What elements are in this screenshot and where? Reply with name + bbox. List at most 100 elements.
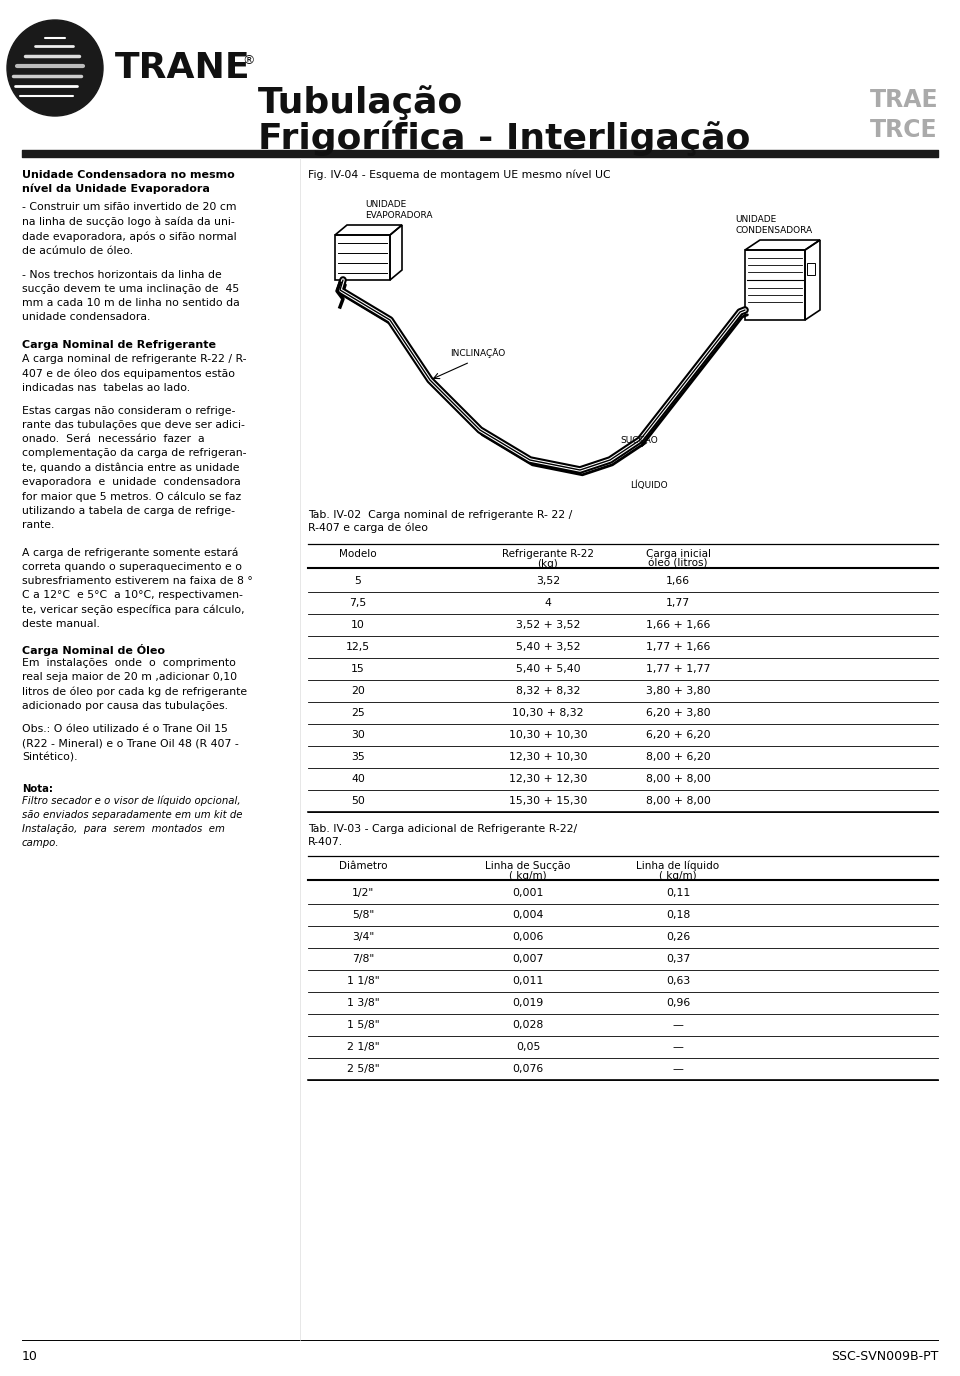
Text: 0,001: 0,001 [513,888,543,899]
Text: Carga Nominal de Refrigerante: Carga Nominal de Refrigerante [22,340,216,350]
Text: 1 5/8": 1 5/8" [347,1020,379,1031]
Text: 10,30 + 8,32: 10,30 + 8,32 [513,709,584,718]
Text: 40: 40 [351,773,365,784]
Text: 8,00 + 8,00: 8,00 + 8,00 [645,795,710,806]
Text: - Construir um sifão invertido de 20 cm
na linha de sucção logo à saída da uni-
: - Construir um sifão invertido de 20 cm … [22,202,236,256]
Text: 0,011: 0,011 [513,976,543,987]
Text: Tubulação: Tubulação [258,85,464,120]
Text: LÍQUIDO: LÍQUIDO [630,480,667,490]
Text: Tab. IV-03 - Carga adicional de Refrigerante R-22/
R-407.: Tab. IV-03 - Carga adicional de Refriger… [308,824,577,846]
Text: 12,30 + 12,30: 12,30 + 12,30 [509,773,588,784]
Text: 0,076: 0,076 [513,1064,543,1075]
Text: 6,20 + 6,20: 6,20 + 6,20 [646,731,710,740]
Text: 25: 25 [351,709,365,718]
Text: 15: 15 [351,665,365,674]
Text: 4: 4 [544,599,551,608]
Text: TRANE: TRANE [115,51,251,85]
Text: 8,32 + 8,32: 8,32 + 8,32 [516,687,580,696]
Text: Estas cargas não consideram o refrige-
rante das tubulações que deve ser adici-
: Estas cargas não consideram o refrige- r… [22,406,247,530]
Text: 1 3/8": 1 3/8" [347,998,379,1009]
Text: Obs.: O óleo utilizado é o Trane Oil 15
(R22 - Mineral) e o Trane Oil 48 (R 407 : Obs.: O óleo utilizado é o Trane Oil 15 … [22,724,239,762]
Text: Refrigerante R-22: Refrigerante R-22 [502,549,594,559]
Text: A carga de refrigerante somente estará
correta quando o superaquecimento e o
sub: A carga de refrigerante somente estará c… [22,548,252,629]
Text: 50: 50 [351,795,365,806]
Text: Filtro secador e o visor de líquido opcional,
são enviados separadamente em um k: Filtro secador e o visor de líquido opci… [22,795,243,849]
Text: 1,77 + 1,77: 1,77 + 1,77 [646,665,710,674]
Text: UNIDADE
CONDENSADORA: UNIDADE CONDENSADORA [735,215,812,235]
Text: 0,028: 0,028 [513,1020,543,1031]
Text: 5,40 + 5,40: 5,40 + 5,40 [516,665,580,674]
Text: 7,5: 7,5 [349,599,367,608]
Text: 8,00 + 8,00: 8,00 + 8,00 [645,773,710,784]
Text: 15,30 + 15,30: 15,30 + 15,30 [509,795,588,806]
Text: 0,006: 0,006 [513,932,543,943]
Text: 6,20 + 3,80: 6,20 + 3,80 [646,709,710,718]
Text: 8,00 + 6,20: 8,00 + 6,20 [646,753,710,762]
Text: Diâmetro: Diâmetro [339,861,387,871]
Text: 0,05: 0,05 [516,1042,540,1053]
Text: ( kg/m): ( kg/m) [509,871,547,881]
Text: 0,37: 0,37 [666,954,690,965]
Text: ( kg/m): ( kg/m) [660,871,697,881]
Text: 0,11: 0,11 [666,888,690,899]
Text: 3,52: 3,52 [536,577,560,586]
Text: 30: 30 [351,731,365,740]
Text: 0,96: 0,96 [666,998,690,1009]
Text: 1,77 + 1,66: 1,77 + 1,66 [646,643,710,652]
Text: 2 1/8": 2 1/8" [347,1042,379,1053]
Text: Linha de Sucção: Linha de Sucção [486,861,570,871]
Text: (kg): (kg) [538,559,559,570]
Text: 35: 35 [351,753,365,762]
Text: Carga inicial: Carga inicial [645,549,710,559]
Text: UNIDADE
EVAPORADORA: UNIDADE EVAPORADORA [365,200,433,220]
Text: SSC-SVN009B-PT: SSC-SVN009B-PT [830,1350,938,1362]
Text: 10,30 + 10,30: 10,30 + 10,30 [509,731,588,740]
Circle shape [7,21,103,116]
Text: 3,52 + 3,52: 3,52 + 3,52 [516,621,580,630]
Text: 1 1/8": 1 1/8" [347,976,379,987]
Text: Linha de líquido: Linha de líquido [636,861,720,871]
Text: 3/4": 3/4" [352,932,374,943]
Text: 5,40 + 3,52: 5,40 + 3,52 [516,643,580,652]
Text: —: — [673,1020,684,1031]
Text: 10: 10 [22,1350,37,1362]
Text: 5: 5 [354,577,361,586]
Text: 7/8": 7/8" [352,954,374,965]
Text: Modelo: Modelo [339,549,377,559]
Text: 0,007: 0,007 [513,954,543,965]
Text: INCLINAÇÃO: INCLINAÇÃO [450,348,505,358]
Text: 1,66: 1,66 [666,577,690,586]
Text: A carga nominal de refrigerante R-22 / R-
407 e de óleo dos equipamentos estão
i: A carga nominal de refrigerante R-22 / R… [22,354,247,392]
Bar [807,263,815,275]
Text: 0,26: 0,26 [666,932,690,943]
Text: TRAE: TRAE [870,88,938,111]
Text: - Nos trechos horizontais da linha de
sucção devem te uma inclinação de  45
mm a: - Nos trechos horizontais da linha de su… [22,270,240,322]
Text: 0,63: 0,63 [666,976,690,987]
Text: Carga Nominal de Óleo: Carga Nominal de Óleo [22,644,165,656]
Text: 10: 10 [351,621,365,630]
Text: 0,019: 0,019 [513,998,543,1009]
Text: —: — [673,1064,684,1075]
Text: —: — [673,1042,684,1053]
Text: TRCE: TRCE [871,118,938,142]
Text: 0,18: 0,18 [666,910,690,921]
Text: 1,66 + 1,66: 1,66 + 1,66 [646,621,710,630]
Text: ®: ® [242,54,254,67]
Text: 5/8": 5/8" [352,910,374,921]
Text: Unidade Condensadora no mesmo
nível da Unidade Evaporadora: Unidade Condensadora no mesmo nível da U… [22,171,235,194]
Text: 1,77: 1,77 [666,599,690,608]
Text: Em  instalações  onde  o  comprimento
real seja maior de 20 m ,adicionar 0,10
li: Em instalações onde o comprimento real s… [22,658,247,711]
Text: Fig. IV-04 - Esquema de montagem UE mesmo nível UC: Fig. IV-04 - Esquema de montagem UE mesm… [308,171,611,180]
Text: 12,5: 12,5 [346,643,370,652]
Text: 2 5/8": 2 5/8" [347,1064,379,1075]
Text: 3,80 + 3,80: 3,80 + 3,80 [646,687,710,696]
Text: Nota:: Nota: [22,784,53,794]
Text: 1/2": 1/2" [352,888,374,899]
Text: 0,004: 0,004 [513,910,543,921]
Text: 12,30 + 10,30: 12,30 + 10,30 [509,753,588,762]
Text: Tab. IV-02  Carga nominal de refrigerante R- 22 /
R-407 e carga de óleo: Tab. IV-02 Carga nominal de refrigerante… [308,510,572,534]
Text: 20: 20 [351,687,365,696]
Text: Frigorífica - Interligação: Frigorífica - Interligação [258,120,751,155]
Text: SUCÇÃO: SUCÇÃO [620,435,658,444]
Text: óleo (litros): óleo (litros) [648,559,708,570]
